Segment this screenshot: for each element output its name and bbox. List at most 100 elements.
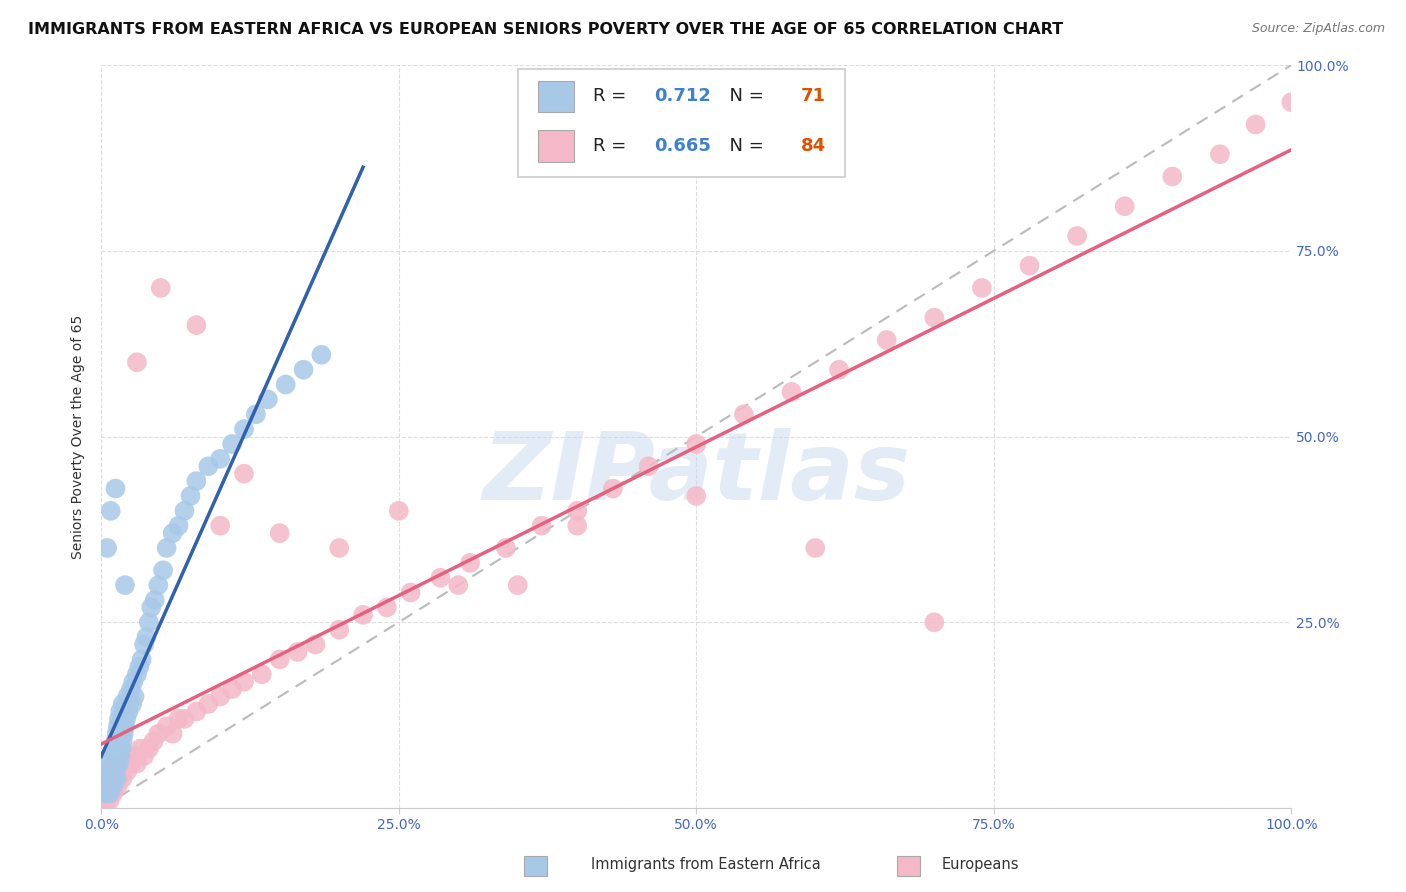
Text: R =: R = [593, 137, 631, 155]
Point [250, 667, 273, 681]
Point [135, 630, 157, 644]
Point [94, 786, 117, 800]
Point [125, 355, 148, 369]
Point [179, 489, 201, 503]
Point [970, 281, 993, 295]
Point [101, 779, 124, 793]
Point [233, 422, 256, 436]
Point [98, 771, 121, 785]
Point [142, 734, 165, 748]
Point [100, 749, 122, 764]
Point [197, 697, 219, 711]
Point [93, 793, 115, 807]
FancyBboxPatch shape [538, 130, 574, 161]
Point [304, 638, 326, 652]
Point [108, 771, 131, 785]
Point [121, 697, 143, 711]
Text: Europeans: Europeans [942, 857, 1019, 872]
Point [105, 756, 128, 771]
Point [138, 741, 160, 756]
FancyBboxPatch shape [517, 69, 845, 177]
Point [388, 504, 411, 518]
Point [1244, 118, 1267, 132]
Point [1161, 169, 1184, 184]
Point [233, 467, 256, 481]
Point [125, 667, 148, 681]
Point [292, 362, 315, 376]
Text: ZIPatlas: ZIPatlas [482, 427, 910, 520]
Point [156, 719, 179, 733]
Point [780, 384, 803, 399]
Point [311, 348, 333, 362]
Point [132, 638, 155, 652]
Point [167, 518, 190, 533]
Point [114, 756, 136, 771]
Point [828, 362, 851, 376]
Point [97, 786, 120, 800]
Point [103, 771, 125, 785]
Point [209, 518, 232, 533]
Point [173, 712, 195, 726]
Point [1114, 199, 1136, 213]
Point [132, 749, 155, 764]
Point [506, 578, 529, 592]
Point [101, 771, 124, 785]
Point [110, 749, 132, 764]
Point [685, 437, 707, 451]
Point [111, 771, 134, 785]
Point [100, 786, 122, 800]
Point [105, 727, 128, 741]
Point [233, 674, 256, 689]
Point [156, 541, 179, 555]
Point [245, 407, 267, 421]
Point [637, 459, 659, 474]
Point [114, 719, 136, 733]
Text: 0.665: 0.665 [655, 137, 711, 155]
Point [162, 727, 184, 741]
Point [111, 734, 134, 748]
Text: 71: 71 [801, 87, 825, 105]
Point [804, 541, 827, 555]
Point [112, 727, 135, 741]
Point [128, 660, 150, 674]
Point [149, 281, 172, 295]
Text: N =: N = [717, 87, 769, 105]
Text: IMMIGRANTS FROM EASTERN AFRICA VS EUROPEAN SENIORS POVERTY OVER THE AGE OF 65 CO: IMMIGRANTS FROM EASTERN AFRICA VS EUROPE… [28, 22, 1063, 37]
Point [458, 556, 481, 570]
Point [103, 779, 125, 793]
Point [197, 459, 219, 474]
Point [221, 682, 243, 697]
Point [352, 607, 374, 622]
Point [269, 526, 291, 541]
Point [100, 764, 122, 778]
Point [101, 756, 124, 771]
Point [107, 719, 129, 733]
Point [94, 779, 117, 793]
Point [287, 645, 309, 659]
Point [101, 756, 124, 771]
Point [98, 756, 121, 771]
Point [98, 786, 121, 800]
Text: Immigrants from Eastern Africa: Immigrants from Eastern Africa [591, 857, 820, 872]
Point [117, 764, 139, 778]
Point [104, 771, 127, 785]
Point [186, 705, 208, 719]
Point [101, 764, 124, 778]
Point [131, 652, 153, 666]
Point [97, 779, 120, 793]
Point [110, 764, 132, 778]
Point [94, 793, 117, 807]
Text: R =: R = [593, 87, 631, 105]
Point [100, 504, 122, 518]
Point [876, 333, 898, 347]
Point [1209, 147, 1232, 161]
Point [1018, 259, 1040, 273]
Point [100, 779, 122, 793]
Point [108, 712, 131, 726]
Point [221, 437, 243, 451]
Point [495, 541, 517, 555]
Point [111, 697, 134, 711]
Point [530, 518, 553, 533]
Point [375, 600, 398, 615]
Point [96, 786, 118, 800]
